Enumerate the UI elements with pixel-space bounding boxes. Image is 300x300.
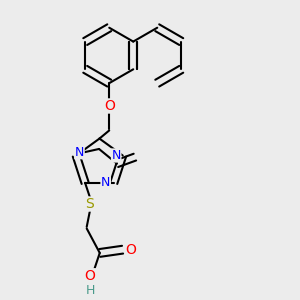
Text: S: S <box>85 197 94 211</box>
Text: O: O <box>85 269 95 283</box>
Text: N: N <box>75 146 84 159</box>
Text: N: N <box>112 149 121 162</box>
Text: H: H <box>85 284 95 297</box>
Text: O: O <box>104 99 115 113</box>
Text: N: N <box>101 176 110 189</box>
Text: O: O <box>125 243 136 257</box>
